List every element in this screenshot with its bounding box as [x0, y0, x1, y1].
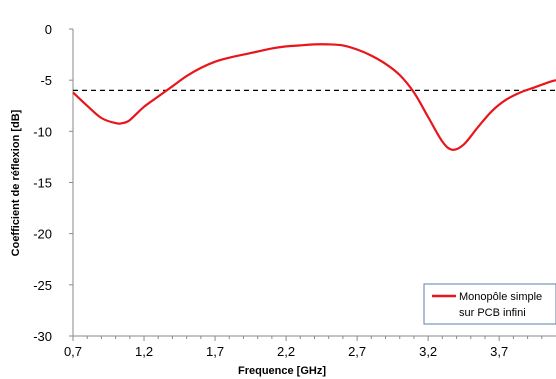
x-axis-ticks: 0,7 1,2 1,7 2,2 2,7 3,2 3,7 — [64, 344, 508, 359]
legend-label-line-1: Monopôle simple — [459, 291, 542, 303]
plot-area — [69, 28, 556, 341]
legend-label-line-2: sur PCB infini — [459, 307, 526, 319]
y-axis-label: Coefficient de réflexion [dB] — [10, 109, 22, 256]
y-tick-label: -15 — [33, 176, 52, 191]
y-tick-label: -5 — [40, 73, 52, 88]
legend-box — [423, 283, 556, 325]
x-tick-label: 2,7 — [348, 344, 366, 359]
y-axis-ticks: 0 -5 -10 -15 -20 -25 -30 — [33, 22, 52, 344]
y-tick-label: 0 — [45, 22, 52, 37]
legend: Monopôle simple sur PCB infini — [423, 283, 556, 325]
series-line — [72, 43, 556, 151]
x-axis-label: Frequence [GHz] — [238, 365, 326, 377]
x-tick-label: 3,7 — [490, 344, 508, 359]
y-tick-label: -25 — [33, 278, 52, 293]
y-tick-label: -20 — [33, 227, 52, 242]
y-tick-label: -30 — [33, 329, 52, 344]
y-tick-label: -10 — [33, 124, 52, 139]
x-tick-label: 3,2 — [419, 344, 437, 359]
x-tick-label: 0,7 — [64, 344, 82, 359]
x-tick-label: 1,2 — [135, 344, 153, 359]
x-tick-label: 2,2 — [277, 344, 295, 359]
series-layer — [72, 43, 556, 151]
x-tick-label: 1,7 — [206, 344, 224, 359]
